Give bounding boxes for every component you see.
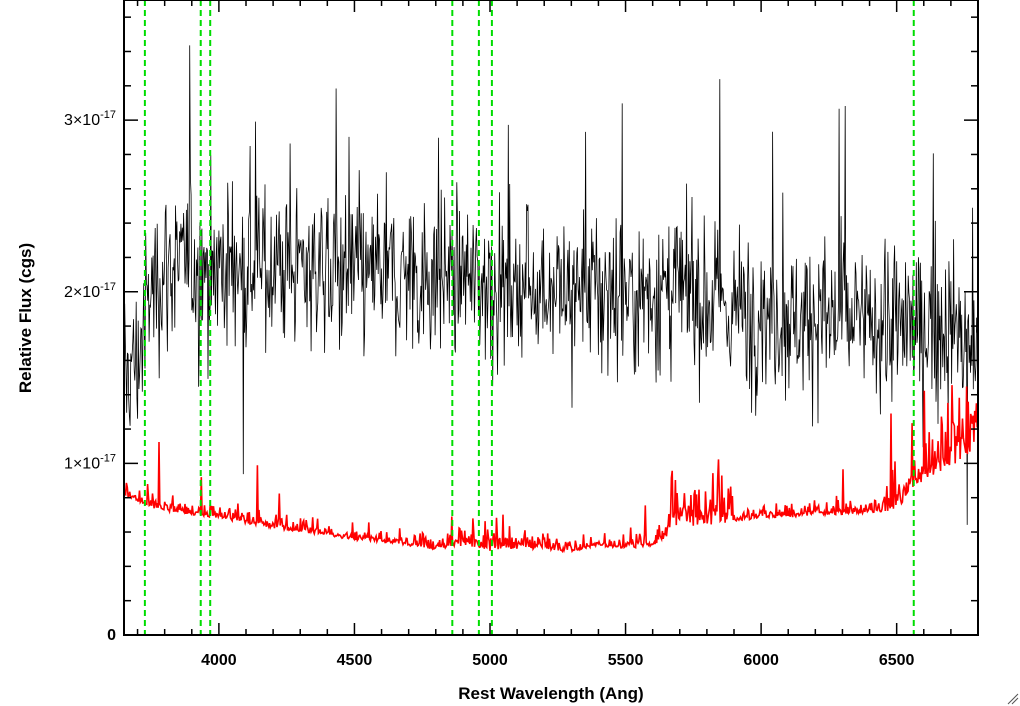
plot-frame bbox=[123, 0, 979, 636]
x-tick-label: 4500 bbox=[337, 652, 373, 669]
observed-spectrum-series bbox=[123, 45, 979, 525]
y-tick-label: 2×10-17 bbox=[64, 281, 116, 301]
resize-grip-icon bbox=[1007, 693, 1019, 705]
x-tick-label: 5000 bbox=[472, 652, 508, 669]
x-tick-label: 5500 bbox=[608, 652, 644, 669]
x-tick-label: 6000 bbox=[743, 652, 779, 669]
y-axis-ticks: 0 1×10-17 2×10-17 3×10-17 bbox=[64, 16, 978, 644]
emission-line-markers bbox=[143, 0, 915, 635]
y-tick-label: 0 bbox=[107, 627, 116, 644]
x-axis-ticks: 4000 4500 5000 5500 6000 6500 bbox=[136, 0, 979, 669]
x-tick-label: 6500 bbox=[879, 652, 915, 669]
observed-spectrum-line bbox=[123, 45, 979, 525]
model-spectrum-line bbox=[123, 385, 979, 554]
model-spectrum-series bbox=[123, 385, 979, 554]
y-axis-label: Relative Flux (cgs) bbox=[16, 243, 35, 393]
y-tick-label: 1×10-17 bbox=[64, 452, 116, 472]
x-axis-label: Rest Wavelength (Ang) bbox=[458, 684, 643, 703]
y-tick-label: 3×10-17 bbox=[64, 109, 116, 129]
x-tick-label: 4000 bbox=[201, 652, 237, 669]
